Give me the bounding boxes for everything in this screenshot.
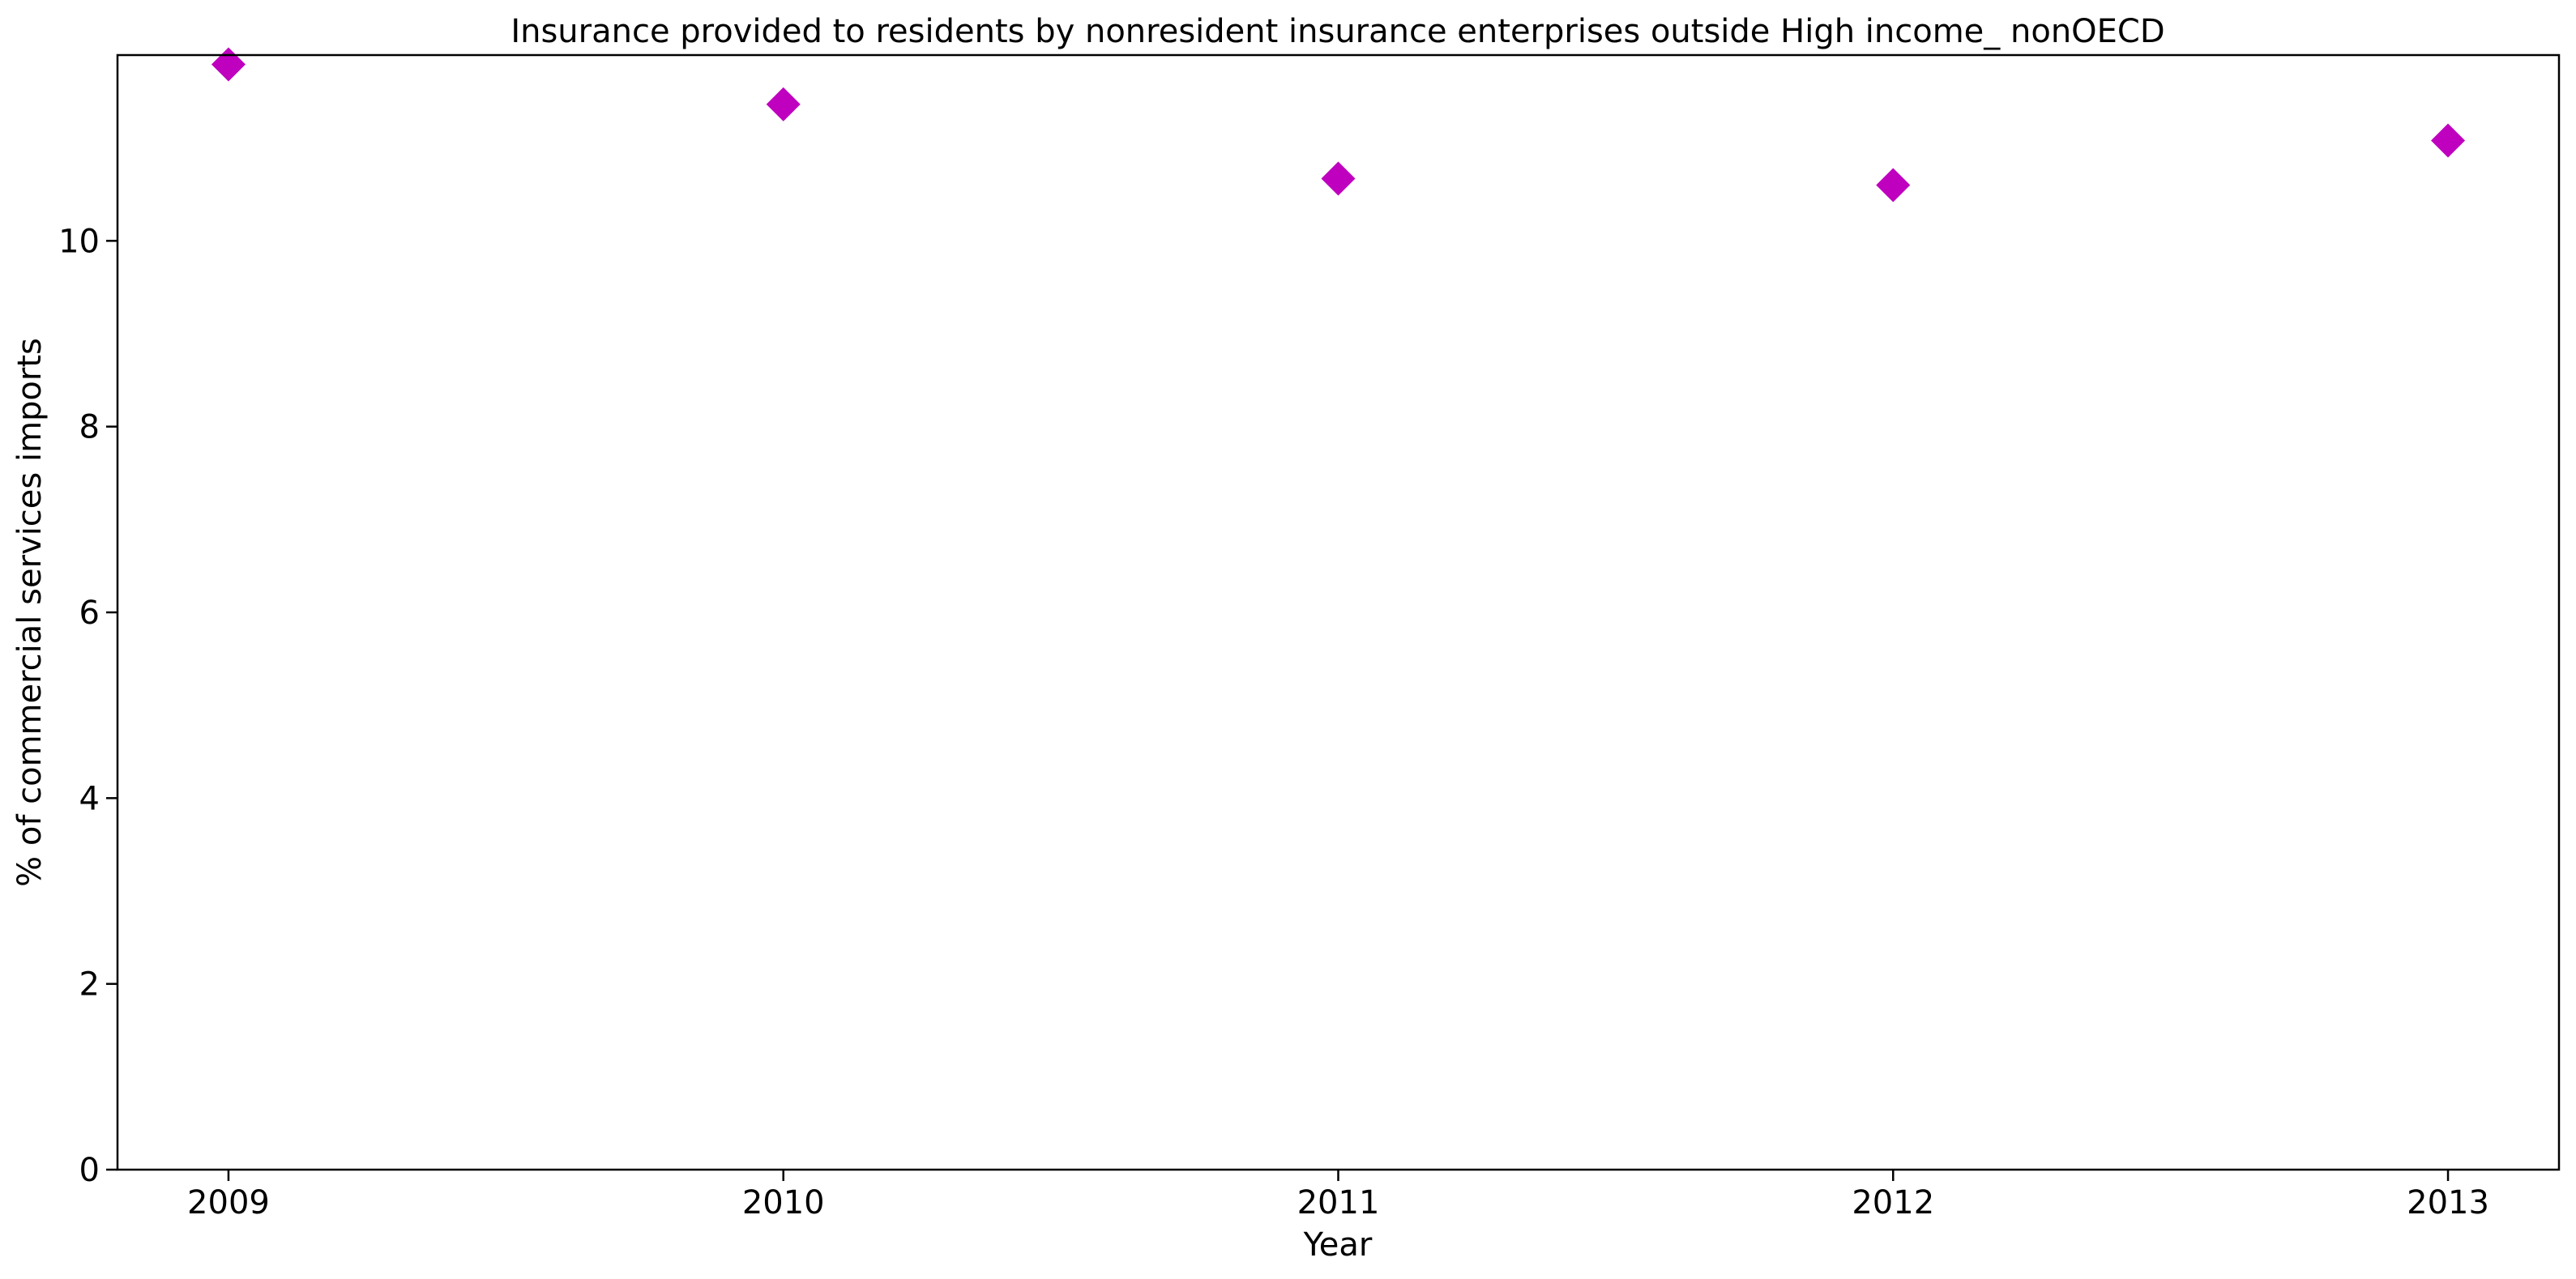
data-point: [766, 87, 801, 122]
y-tick-label: 8: [79, 409, 100, 446]
x-tick-label: 2012: [1852, 1184, 1934, 1221]
x-axis: 2009 2010 2011 2012 2013: [187, 1170, 2489, 1221]
y-axis: 0 2 4 6 8 10: [58, 223, 117, 1189]
plot-area: [211, 47, 2466, 203]
data-point: [1876, 168, 1911, 203]
x-tick-label: 2011: [1297, 1184, 1380, 1221]
chart-title: Insurance provided to residents by nonre…: [511, 13, 2164, 50]
x-tick-label: 2013: [2407, 1184, 2489, 1221]
y-axis-label: % of commercial services imports: [11, 338, 49, 887]
y-tick-label: 4: [79, 780, 100, 817]
y-tick-label: 6: [79, 595, 100, 632]
x-axis-label: Year: [1303, 1226, 1373, 1264]
y-tick-label: 0: [79, 1152, 100, 1189]
data-point: [1321, 161, 1356, 196]
x-tick-label: 2010: [742, 1184, 825, 1221]
x-tick-label: 2009: [187, 1184, 270, 1221]
plot-frame: [116, 53, 2561, 1171]
y-tick-label: 10: [58, 223, 100, 260]
data-point: [211, 47, 246, 82]
y-tick-label: 2: [79, 966, 100, 1004]
data-point: [2431, 123, 2466, 158]
